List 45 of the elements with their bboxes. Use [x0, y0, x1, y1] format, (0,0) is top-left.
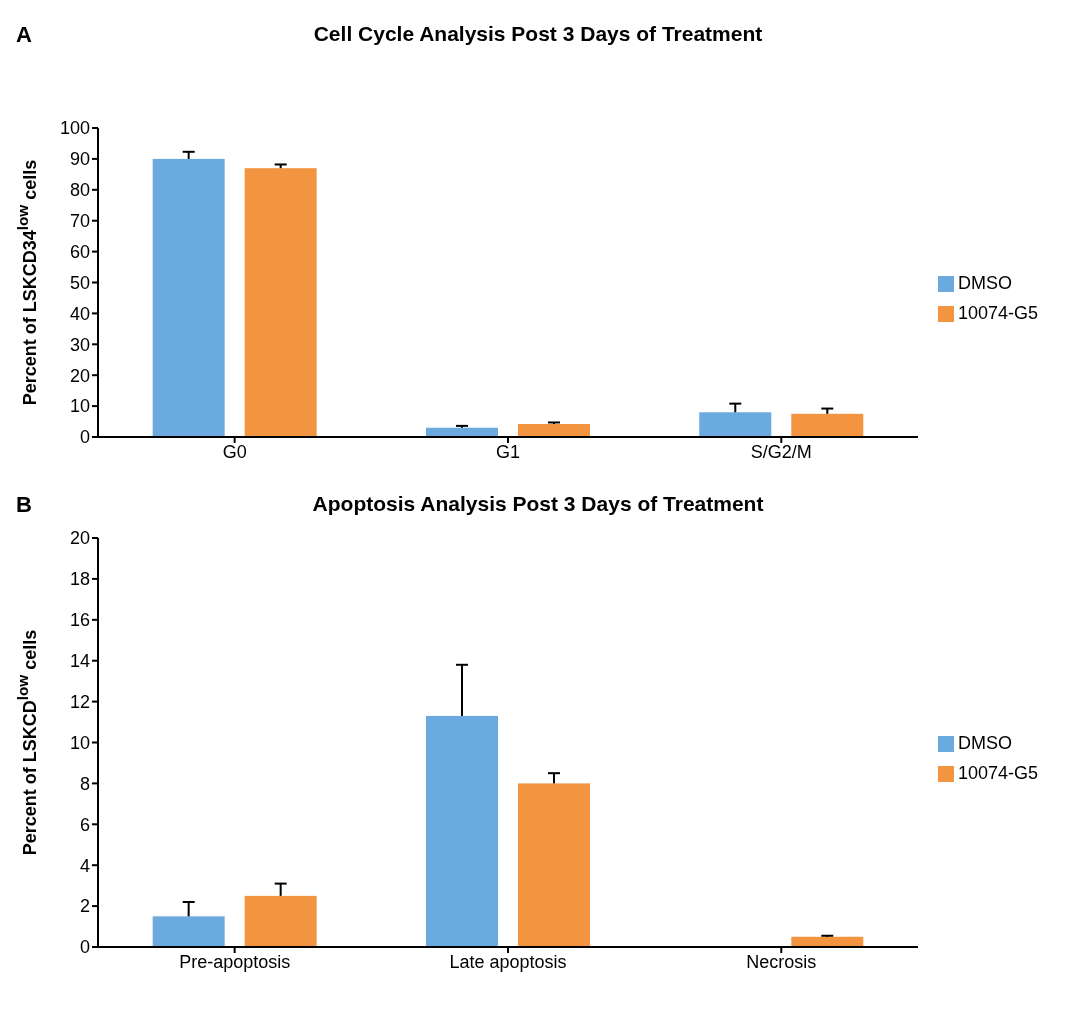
y-tick-label: 18	[69, 569, 90, 590]
y-tick-label: 12	[69, 691, 90, 712]
bar	[425, 715, 498, 947]
legend-label: 10074-G5	[957, 303, 1038, 323]
chart-title: Apoptosis Analysis Post 3 Days of Treatment	[312, 492, 764, 515]
legend-label: DMSO	[957, 733, 1012, 753]
y-tick-label: 20	[69, 528, 90, 549]
y-tick-label: 20	[69, 365, 90, 386]
y-tick-label: 8	[79, 773, 90, 794]
x-tick-label: Pre-apoptosis	[179, 951, 291, 972]
y-tick-label: 14	[69, 651, 90, 672]
chart-title: Cell Cycle Analysis Post 3 Days of Treatment	[313, 22, 763, 45]
bar	[699, 412, 772, 437]
bar	[244, 895, 317, 947]
y-tick-label: 0	[79, 427, 90, 448]
y-tick-label: 50	[69, 272, 90, 293]
x-tick-label: G1	[495, 441, 520, 462]
y-tick-label: 40	[69, 303, 90, 324]
bar	[791, 413, 864, 437]
bar	[244, 168, 317, 437]
y-tick-label: 100	[59, 118, 90, 139]
y-tick-label: 30	[69, 334, 90, 355]
x-tick-label: Necrosis	[746, 951, 817, 972]
text: B	[16, 492, 32, 518]
y-tick-label: 80	[69, 180, 90, 201]
y-tick-label: 10	[69, 396, 90, 417]
y-tick-label: 6	[79, 814, 90, 835]
text: A	[16, 22, 32, 48]
y-tick-label: 16	[69, 610, 90, 631]
y-tick-label: 70	[69, 211, 90, 232]
x-tick-label: G0	[222, 441, 247, 462]
legend-label: DMSO	[957, 273, 1012, 293]
x-tick-label: Late apoptosis	[449, 951, 567, 972]
y-tick-label: 4	[79, 855, 90, 876]
legend-label: 10074-G5	[957, 763, 1038, 783]
x-tick-label: S/G2/M	[750, 441, 812, 462]
y-tick-label: 90	[69, 149, 90, 170]
bar	[517, 424, 590, 437]
bar	[152, 158, 225, 437]
bar	[152, 916, 225, 947]
y-tick-label: 2	[79, 896, 90, 917]
y-tick-label: 0	[79, 937, 90, 958]
y-tick-label: 60	[69, 241, 90, 262]
y-tick-label: 10	[69, 732, 90, 753]
bar	[517, 783, 590, 947]
